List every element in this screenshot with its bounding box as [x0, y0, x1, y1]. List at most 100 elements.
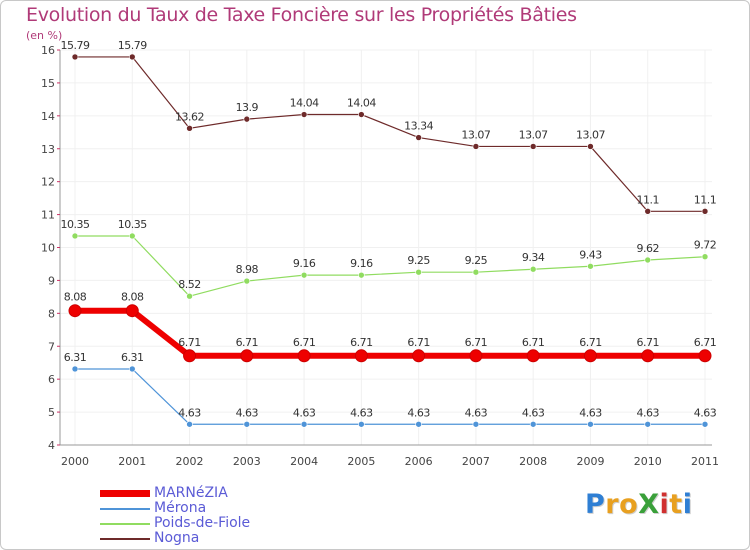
- data-point: [183, 349, 197, 363]
- data-label: 11.1: [694, 193, 717, 206]
- data-point: [125, 304, 139, 318]
- data-point: [644, 420, 652, 428]
- data-label: 13.07: [519, 128, 548, 141]
- axes: [57, 49, 712, 446]
- legend-swatch: [100, 538, 150, 540]
- data-label: 6.71: [694, 336, 717, 349]
- y-tick-label: 7: [48, 340, 55, 353]
- data-point: [587, 420, 594, 428]
- x-tick-label: 2007: [462, 455, 490, 468]
- data-point: [644, 256, 652, 264]
- data-point: [68, 304, 82, 318]
- data-point: [472, 143, 480, 150]
- data-label: 9.72: [694, 239, 717, 252]
- data-point: [701, 253, 709, 261]
- data-point: [71, 365, 79, 373]
- data-point: [415, 268, 422, 276]
- data-label: 4.63: [579, 406, 602, 419]
- data-label: 4.63: [178, 406, 201, 419]
- data-label: 4.63: [465, 406, 488, 419]
- legend-swatch: [100, 523, 150, 525]
- data-label: 4.63: [350, 406, 373, 419]
- data-label: 13.9: [236, 101, 259, 114]
- legend-label: MARNéZIA: [154, 485, 228, 501]
- data-point: [300, 271, 308, 279]
- data-label: 6.31: [64, 351, 87, 364]
- x-tick-label: 2003: [233, 455, 261, 468]
- x-tick-label: 2000: [61, 455, 89, 468]
- data-label: 14.04: [290, 97, 319, 110]
- data-point: [358, 420, 365, 428]
- x-tick-label: 2005: [347, 455, 375, 468]
- data-point: [701, 420, 709, 428]
- data-label: 8.98: [236, 263, 259, 276]
- data-point: [186, 420, 193, 428]
- data-labels: 15.79 15.79 13.62 13.9 14.04 14.04 13.34 13.07 1…: [61, 39, 718, 419]
- data-label: 4.63: [293, 406, 316, 419]
- data-point: [243, 420, 251, 428]
- data-label: 10.35: [118, 218, 147, 231]
- data-point: [186, 292, 193, 300]
- data-label: 9.34: [522, 251, 545, 264]
- y-tick-label: 12: [41, 176, 55, 189]
- data-label: 4.63: [636, 406, 659, 419]
- data-label: 9.25: [407, 254, 430, 267]
- logo-letter: i: [659, 489, 670, 520]
- legend-label: Mérona: [154, 500, 207, 516]
- data-label: 13.07: [576, 128, 605, 141]
- x-tick-label: 2004: [290, 455, 318, 468]
- logo-letter: t: [669, 489, 683, 520]
- data-label: 8.08: [64, 291, 87, 304]
- data-point: [354, 349, 368, 363]
- data-point: [644, 207, 652, 215]
- data-point: [412, 349, 426, 363]
- data-label: 6.71: [293, 336, 316, 349]
- data-label: 4.63: [522, 406, 545, 419]
- data-point: [300, 420, 308, 428]
- data-point: [472, 268, 480, 276]
- x-tick-label: 2011: [691, 455, 719, 468]
- x-tick-label: 2010: [634, 455, 662, 468]
- data-point: [529, 265, 537, 273]
- data-point: [641, 349, 655, 363]
- data-label: 9.16: [350, 257, 373, 270]
- series-group: [68, 53, 712, 428]
- y-tick-label: 9: [48, 274, 55, 287]
- legend-swatch: [100, 508, 150, 510]
- data-label: 4.63: [694, 406, 717, 419]
- series-line: [75, 368, 705, 425]
- data-point: [701, 207, 709, 215]
- x-tick-label: 2002: [176, 455, 204, 468]
- legend-label: Poids-de-Fiole: [154, 515, 251, 531]
- y-tick-label: 16: [41, 44, 55, 57]
- x-tick-label: 2006: [405, 455, 433, 468]
- chart-title: Evolution du Taux de Taxe Foncière sur l…: [26, 4, 577, 26]
- data-label: 6.71: [579, 336, 602, 349]
- data-label: 6.71: [178, 336, 201, 349]
- data-label: 4.63: [236, 406, 259, 419]
- data-label: 10.35: [61, 218, 90, 231]
- series-line: [75, 235, 706, 297]
- data-point: [472, 420, 480, 428]
- data-label: 9.62: [636, 242, 659, 255]
- logo-letter: o: [619, 489, 639, 520]
- data-label: 4.63: [407, 406, 430, 419]
- data-point: [529, 420, 537, 428]
- data-point: [698, 349, 712, 363]
- y-tick-label: 5: [48, 406, 55, 419]
- legend-item: MARNéZIA: [100, 485, 340, 501]
- data-label: 6.71: [350, 336, 373, 349]
- data-label: 11.1: [636, 193, 659, 206]
- y-tick-label: 6: [48, 373, 55, 386]
- x-tick-label: 2008: [519, 455, 547, 468]
- data-point: [358, 111, 365, 118]
- data-label: 6.71: [522, 336, 545, 349]
- legend-label: Nogna: [154, 530, 200, 546]
- y-tick-label: 13: [41, 143, 55, 156]
- data-point: [587, 262, 594, 270]
- x-tick-label: 2009: [576, 455, 604, 468]
- data-point: [529, 143, 537, 150]
- data-point: [128, 232, 136, 240]
- data-point: [128, 365, 136, 373]
- data-label: 8.08: [121, 291, 144, 304]
